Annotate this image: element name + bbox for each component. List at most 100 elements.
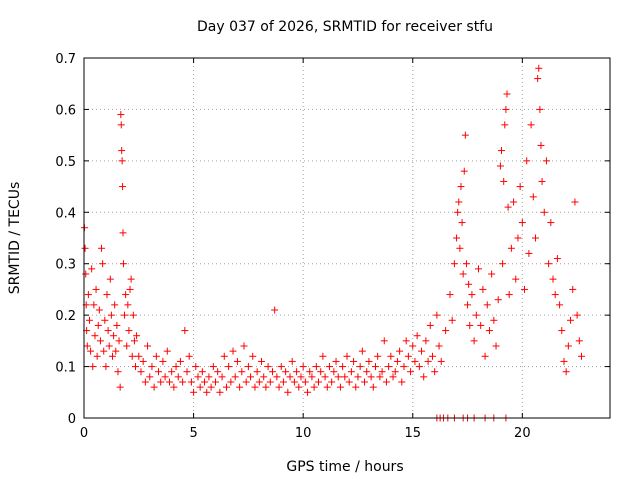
- x-tick-label: 10: [295, 426, 312, 441]
- data-point: [431, 368, 439, 376]
- data-point: [262, 383, 270, 391]
- data-point: [545, 260, 553, 268]
- data-point: [179, 378, 187, 386]
- data-point: [426, 321, 434, 329]
- data-point: [90, 301, 98, 309]
- data-point: [231, 373, 239, 381]
- data-point: [110, 332, 118, 340]
- data-point: [415, 363, 423, 371]
- data-point: [479, 285, 487, 293]
- data-point: [569, 285, 577, 293]
- data-point: [155, 368, 163, 376]
- data-point: [152, 352, 160, 360]
- data-point: [207, 383, 215, 391]
- data-point: [118, 147, 126, 155]
- data-point: [117, 121, 125, 129]
- data-point: [422, 337, 430, 345]
- data-point: [244, 363, 252, 371]
- data-point: [499, 260, 507, 268]
- data-point: [472, 311, 480, 319]
- data-point: [534, 75, 542, 83]
- data-point: [92, 285, 100, 293]
- data-point: [578, 352, 586, 360]
- data-point: [260, 373, 268, 381]
- data-point: [505, 291, 513, 299]
- data-point: [459, 270, 467, 278]
- data-point: [99, 260, 107, 268]
- data-point: [507, 244, 515, 252]
- data-point: [251, 383, 259, 391]
- data-point: [288, 357, 296, 365]
- data-point: [273, 373, 281, 381]
- data-point: [514, 234, 522, 242]
- data-point: [446, 291, 454, 299]
- data-point: [258, 357, 266, 365]
- data-point: [365, 357, 373, 365]
- data-point: [119, 229, 127, 237]
- data-point: [242, 378, 250, 386]
- data-point: [413, 332, 421, 340]
- data-point: [382, 378, 390, 386]
- data-point: [477, 321, 485, 329]
- data-point: [537, 141, 545, 149]
- data-point: [540, 208, 548, 216]
- data-point: [502, 105, 510, 113]
- data-point: [435, 342, 443, 350]
- data-point: [181, 327, 189, 335]
- data-point: [220, 352, 228, 360]
- data-point: [488, 270, 496, 278]
- data-point: [494, 296, 502, 304]
- y-tick-label: 0: [68, 412, 76, 427]
- data-point: [529, 193, 537, 201]
- data-point: [323, 383, 331, 391]
- data-point: [163, 347, 171, 355]
- data-point: [114, 368, 122, 376]
- data-point: [170, 383, 178, 391]
- data-point: [127, 275, 135, 283]
- data-point: [363, 368, 371, 376]
- data-point: [328, 378, 336, 386]
- data-point: [442, 327, 450, 335]
- data-point: [374, 352, 382, 360]
- data-point: [116, 383, 124, 391]
- data-point: [108, 352, 116, 360]
- data-point: [103, 291, 111, 299]
- data-point: [404, 352, 412, 360]
- data-point: [227, 378, 235, 386]
- data-point: [124, 301, 132, 309]
- data-point: [470, 337, 478, 345]
- data-point: [201, 378, 209, 386]
- data-point: [91, 332, 99, 340]
- data-point: [490, 316, 498, 324]
- data-point: [564, 342, 572, 350]
- data-point: [500, 177, 508, 185]
- x-axis-label: GPS time / hours: [286, 459, 403, 475]
- data-point: [216, 388, 224, 396]
- data-point: [332, 357, 340, 365]
- data-point: [264, 363, 272, 371]
- data-point: [400, 363, 408, 371]
- y-tick-label: 0.3: [55, 258, 76, 273]
- data-point: [105, 342, 113, 350]
- data-point: [174, 373, 182, 381]
- data-point: [498, 147, 506, 155]
- data-point: [464, 301, 472, 309]
- data-point: [286, 373, 294, 381]
- data-point: [350, 357, 358, 365]
- data-point: [536, 105, 544, 113]
- data-point: [510, 198, 518, 206]
- data-point: [205, 373, 213, 381]
- data-point: [132, 363, 140, 371]
- data-point: [361, 378, 369, 386]
- data-point: [369, 383, 377, 391]
- data-point: [214, 368, 222, 376]
- data-point: [100, 347, 108, 355]
- data-point: [304, 388, 312, 396]
- data-point: [212, 378, 219, 386]
- data-point: [104, 327, 112, 335]
- data-point: [240, 342, 248, 350]
- data-point: [462, 260, 470, 268]
- data-point: [354, 373, 362, 381]
